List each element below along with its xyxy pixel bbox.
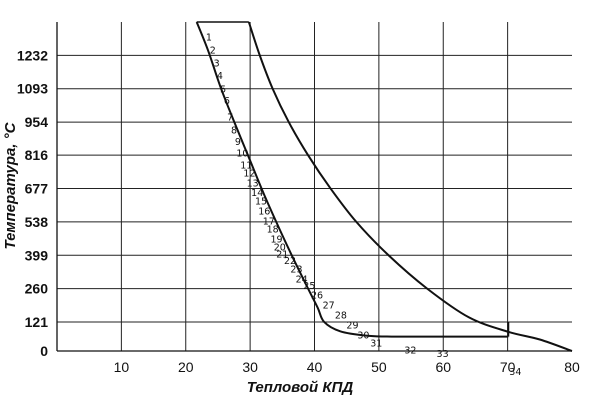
point-label-5: 5 (220, 84, 226, 95)
point-label-3: 3 (214, 59, 220, 70)
axes (56, 21, 572, 352)
point-label-22: 22 (284, 256, 296, 267)
point-label-2: 2 (210, 45, 216, 56)
x-tick-label: 80 (564, 359, 580, 375)
point-label-14: 14 (251, 188, 263, 199)
point-label-25: 25 (303, 281, 315, 292)
point-label-1: 1 (206, 33, 212, 44)
x-tick-label: 60 (435, 359, 451, 375)
point-label-29: 29 (346, 320, 358, 331)
point-label-6: 6 (224, 96, 230, 107)
y-tick-label: 399 (25, 247, 49, 263)
point-label-32: 32 (404, 345, 416, 356)
point-label-9: 9 (235, 137, 241, 148)
x-axis-title: Тепловой КПД (247, 379, 354, 396)
point-label-19: 19 (270, 235, 282, 246)
point-label-8: 8 (231, 126, 237, 137)
point-label-24: 24 (296, 274, 308, 285)
point-label-34: 34 (509, 367, 521, 378)
y-tick-labels: 0 121 260 399 538 677 816 954 1093 1232 (17, 47, 48, 359)
x-tick-label: 30 (242, 359, 258, 375)
point-label-28: 28 (335, 311, 347, 322)
point-label-16: 16 (258, 206, 270, 217)
point-labels: 1234567891011121314151617181920212223242… (206, 33, 521, 378)
y-tick-label: 538 (25, 214, 49, 230)
point-label-13: 13 (247, 178, 259, 189)
curve-1 (195, 21, 509, 338)
point-label-30: 30 (357, 331, 369, 342)
y-axis-title: Температура, °C (2, 121, 19, 249)
y-tick-label: 1232 (17, 47, 48, 63)
point-label-26: 26 (311, 291, 323, 302)
grid-lines (57, 22, 572, 351)
y-tick-label: 260 (25, 281, 49, 297)
x-tick-label: 20 (178, 359, 194, 375)
x-tick-label: 70 (500, 359, 516, 375)
y-tick-label: 1093 (17, 81, 48, 97)
curves (195, 21, 573, 352)
y-tick-label: 816 (25, 147, 49, 163)
point-label-17: 17 (263, 216, 275, 227)
point-label-33: 33 (437, 349, 449, 360)
x-tick-label: 50 (371, 359, 387, 375)
x-tick-label: 40 (307, 359, 323, 375)
point-label-10: 10 (236, 149, 248, 160)
point-label-18: 18 (267, 225, 279, 236)
point-label-7: 7 (227, 112, 233, 123)
y-tick-label: 954 (25, 114, 49, 130)
y-tick-label: 677 (25, 181, 49, 197)
point-label-12: 12 (243, 169, 255, 180)
point-label-11: 11 (240, 160, 252, 171)
point-label-15: 15 (255, 197, 267, 208)
point-label-20: 20 (274, 243, 286, 254)
y-tick-label: 0 (40, 343, 48, 359)
x-tick-label: 10 (114, 359, 130, 375)
point-label-31: 31 (370, 339, 382, 350)
x-tick-labels: 10 20 30 40 50 60 70 80 (114, 359, 580, 375)
point-label-21: 21 (276, 249, 288, 260)
curve-2 (247, 21, 573, 352)
point-label-27: 27 (323, 301, 335, 312)
point-label-23: 23 (290, 264, 302, 275)
y-tick-label: 121 (25, 314, 49, 330)
point-label-4: 4 (217, 71, 223, 82)
